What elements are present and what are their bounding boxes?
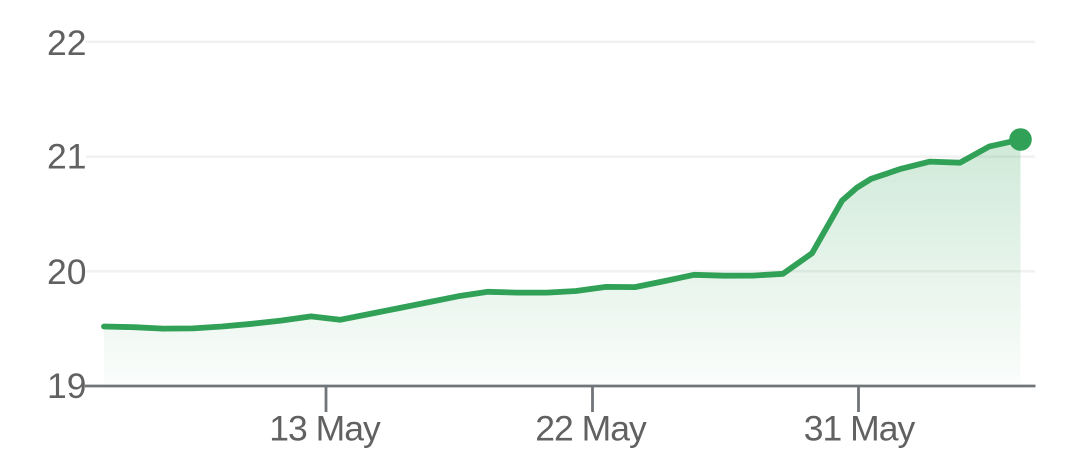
svg-text:13 May: 13 May xyxy=(269,409,381,449)
svg-text:20: 20 xyxy=(47,252,87,292)
svg-text:19: 19 xyxy=(47,366,87,406)
svg-text:22 May: 22 May xyxy=(535,409,647,449)
svg-text:22: 22 xyxy=(47,23,87,63)
svg-text:31 May: 31 May xyxy=(804,409,916,449)
svg-text:21: 21 xyxy=(47,137,87,177)
